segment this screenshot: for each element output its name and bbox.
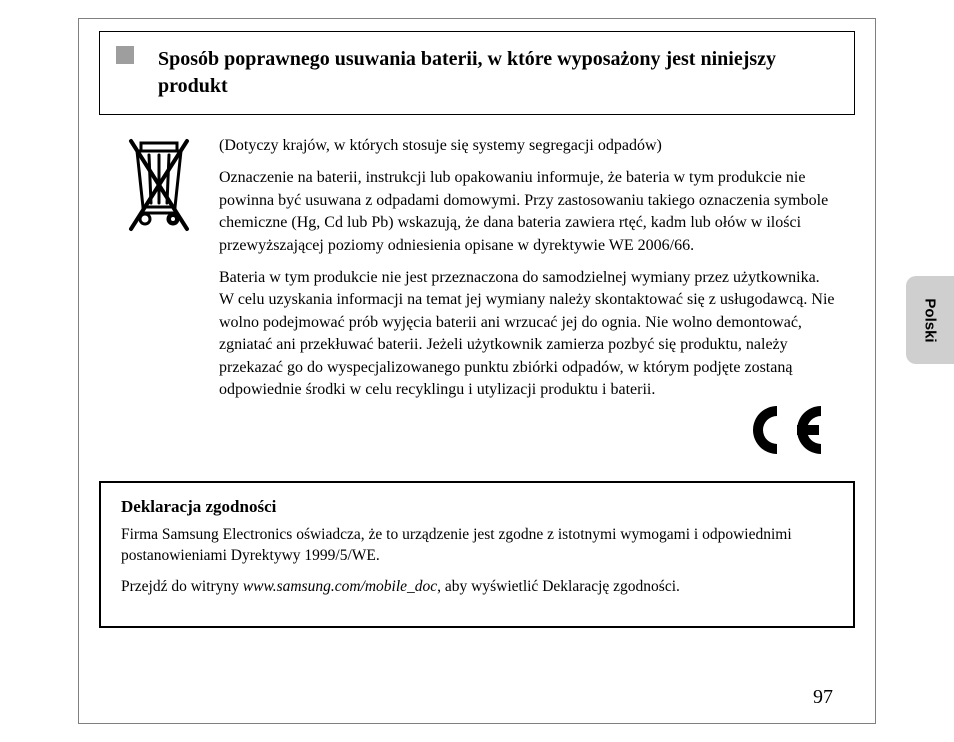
decl-suffix: , aby wyświetlić Deklarację zgodności.: [437, 578, 680, 595]
page-frame: Sposób poprawnego usuwania baterii, w kt…: [78, 18, 876, 724]
body-text: (Dotyczy krajów, w których stosuje się s…: [219, 135, 835, 401]
language-tab: Polski: [906, 276, 954, 364]
decl-link: www.samsung.com/mobile_doc: [243, 578, 437, 595]
language-tab-label: Polski: [922, 298, 939, 342]
weee-bin-icon: [119, 135, 199, 240]
paragraph-1: (Dotyczy krajów, w których stosuje się s…: [219, 135, 835, 157]
paragraph-2: Oznaczenie na baterii, instrukcji lub op…: [219, 167, 835, 257]
section-title: Sposób poprawnego usuwania baterii, w kt…: [158, 46, 826, 100]
ce-mark-icon: [739, 400, 829, 465]
declaration-title: Deklaracja zgodności: [121, 497, 833, 517]
declaration-box: Deklaracja zgodności Firma Samsung Elect…: [99, 481, 855, 628]
decl-prefix: Przejdź do witryny: [121, 578, 243, 595]
paragraph-3: Bateria w tym produkcie nie jest przezna…: [219, 267, 835, 401]
title-accent-square: [116, 46, 134, 64]
content-area: (Dotyczy krajów, w których stosuje się s…: [119, 135, 835, 401]
declaration-text-1: Firma Samsung Electronics oświadcza, że …: [121, 525, 833, 567]
page-number: 97: [813, 686, 833, 709]
declaration-text-2: Przejdź do witryny www.samsung.com/mobil…: [121, 577, 833, 598]
section-title-box: Sposób poprawnego usuwania baterii, w kt…: [99, 31, 855, 115]
